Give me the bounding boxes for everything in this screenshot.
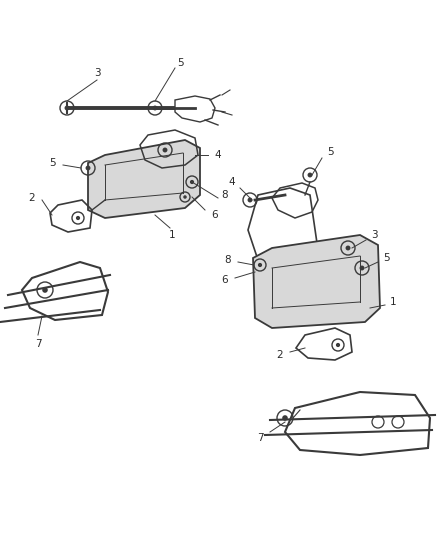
Text: 2: 2	[28, 193, 35, 203]
Circle shape	[85, 166, 91, 171]
Circle shape	[162, 148, 167, 152]
Text: 7: 7	[257, 433, 263, 443]
Text: 4: 4	[215, 150, 221, 160]
Circle shape	[190, 180, 194, 184]
Text: 8: 8	[225, 255, 231, 265]
Circle shape	[282, 415, 288, 421]
Polygon shape	[253, 235, 380, 328]
Circle shape	[247, 198, 252, 203]
Circle shape	[76, 216, 80, 220]
Circle shape	[42, 287, 48, 293]
Text: 5: 5	[327, 147, 333, 157]
Circle shape	[307, 173, 312, 177]
Text: 1: 1	[390, 297, 396, 307]
Text: 8: 8	[222, 190, 228, 200]
Circle shape	[336, 343, 340, 347]
Text: 3: 3	[371, 230, 377, 240]
Text: 2: 2	[277, 350, 283, 360]
Text: 3: 3	[94, 68, 100, 78]
Circle shape	[64, 106, 70, 110]
Circle shape	[360, 265, 364, 270]
Text: 6: 6	[212, 210, 218, 220]
Polygon shape	[88, 140, 200, 218]
Text: 7: 7	[35, 339, 41, 349]
Circle shape	[258, 263, 262, 267]
Text: 1: 1	[169, 230, 175, 240]
Circle shape	[152, 106, 157, 110]
Text: 5: 5	[383, 253, 389, 263]
Text: 5: 5	[178, 58, 184, 68]
Text: 6: 6	[222, 275, 228, 285]
Circle shape	[346, 246, 350, 251]
Circle shape	[183, 195, 187, 199]
Text: 4: 4	[229, 177, 235, 187]
Text: 5: 5	[49, 158, 55, 168]
